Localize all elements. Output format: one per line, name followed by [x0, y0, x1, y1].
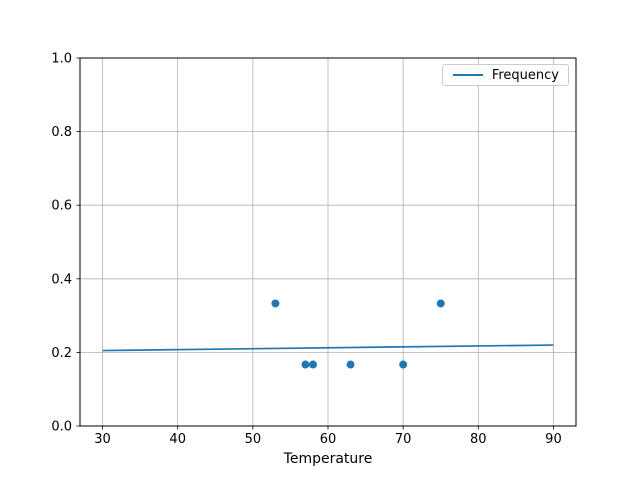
x-tick-label: 70	[395, 432, 412, 447]
scatter-point	[271, 299, 280, 308]
x-tick-label: 90	[545, 432, 562, 447]
x-tick-label: 40	[169, 432, 186, 447]
y-tick-label: 1.0	[51, 52, 72, 67]
x-axis-label: Temperature	[283, 451, 373, 467]
scatter-point	[436, 299, 445, 308]
y-tick-label: 0.0	[51, 420, 72, 435]
legend: Frequency	[441, 64, 569, 86]
legend-line-icon	[452, 74, 483, 76]
plot-border	[79, 57, 577, 427]
y-tick-label: 0.6	[51, 199, 72, 214]
x-tick-label: 30	[94, 432, 111, 447]
scatter-point	[301, 360, 310, 369]
scatter-point	[308, 360, 317, 369]
x-tick-label: 60	[320, 432, 337, 447]
x-tick-label: 50	[245, 432, 262, 447]
y-tick-label: 0.8	[51, 125, 72, 140]
y-tick-label: 0.2	[51, 346, 72, 361]
y-tick-label: 0.4	[51, 272, 72, 287]
legend-entry-label: Frequency	[491, 67, 559, 83]
scatter-point	[399, 360, 408, 369]
line-series	[102, 344, 554, 352]
scatter-point	[346, 360, 355, 369]
x-tick-label: 80	[470, 432, 487, 447]
